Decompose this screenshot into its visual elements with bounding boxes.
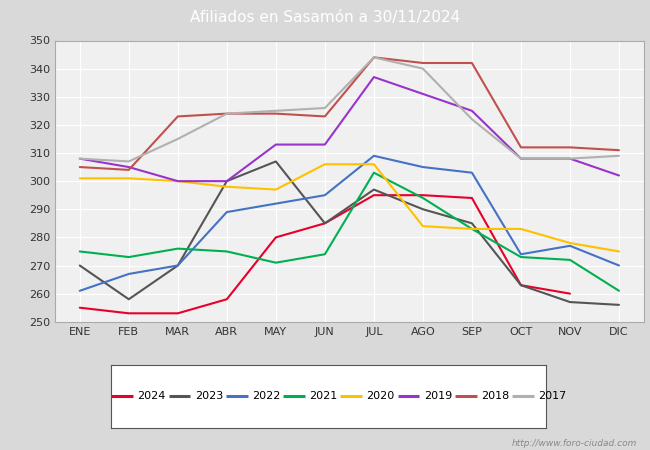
Text: http://www.foro-ciudad.com: http://www.foro-ciudad.com (512, 439, 637, 448)
Text: 2023: 2023 (195, 391, 223, 401)
Text: 2022: 2022 (252, 391, 280, 401)
Text: Afiliados en Sasamón a 30/11/2024: Afiliados en Sasamón a 30/11/2024 (190, 10, 460, 25)
Text: 2018: 2018 (481, 391, 509, 401)
Text: 2017: 2017 (538, 391, 566, 401)
Text: 2020: 2020 (367, 391, 395, 401)
Text: 2021: 2021 (309, 391, 337, 401)
Text: 2019: 2019 (424, 391, 452, 401)
Text: 2024: 2024 (138, 391, 166, 401)
